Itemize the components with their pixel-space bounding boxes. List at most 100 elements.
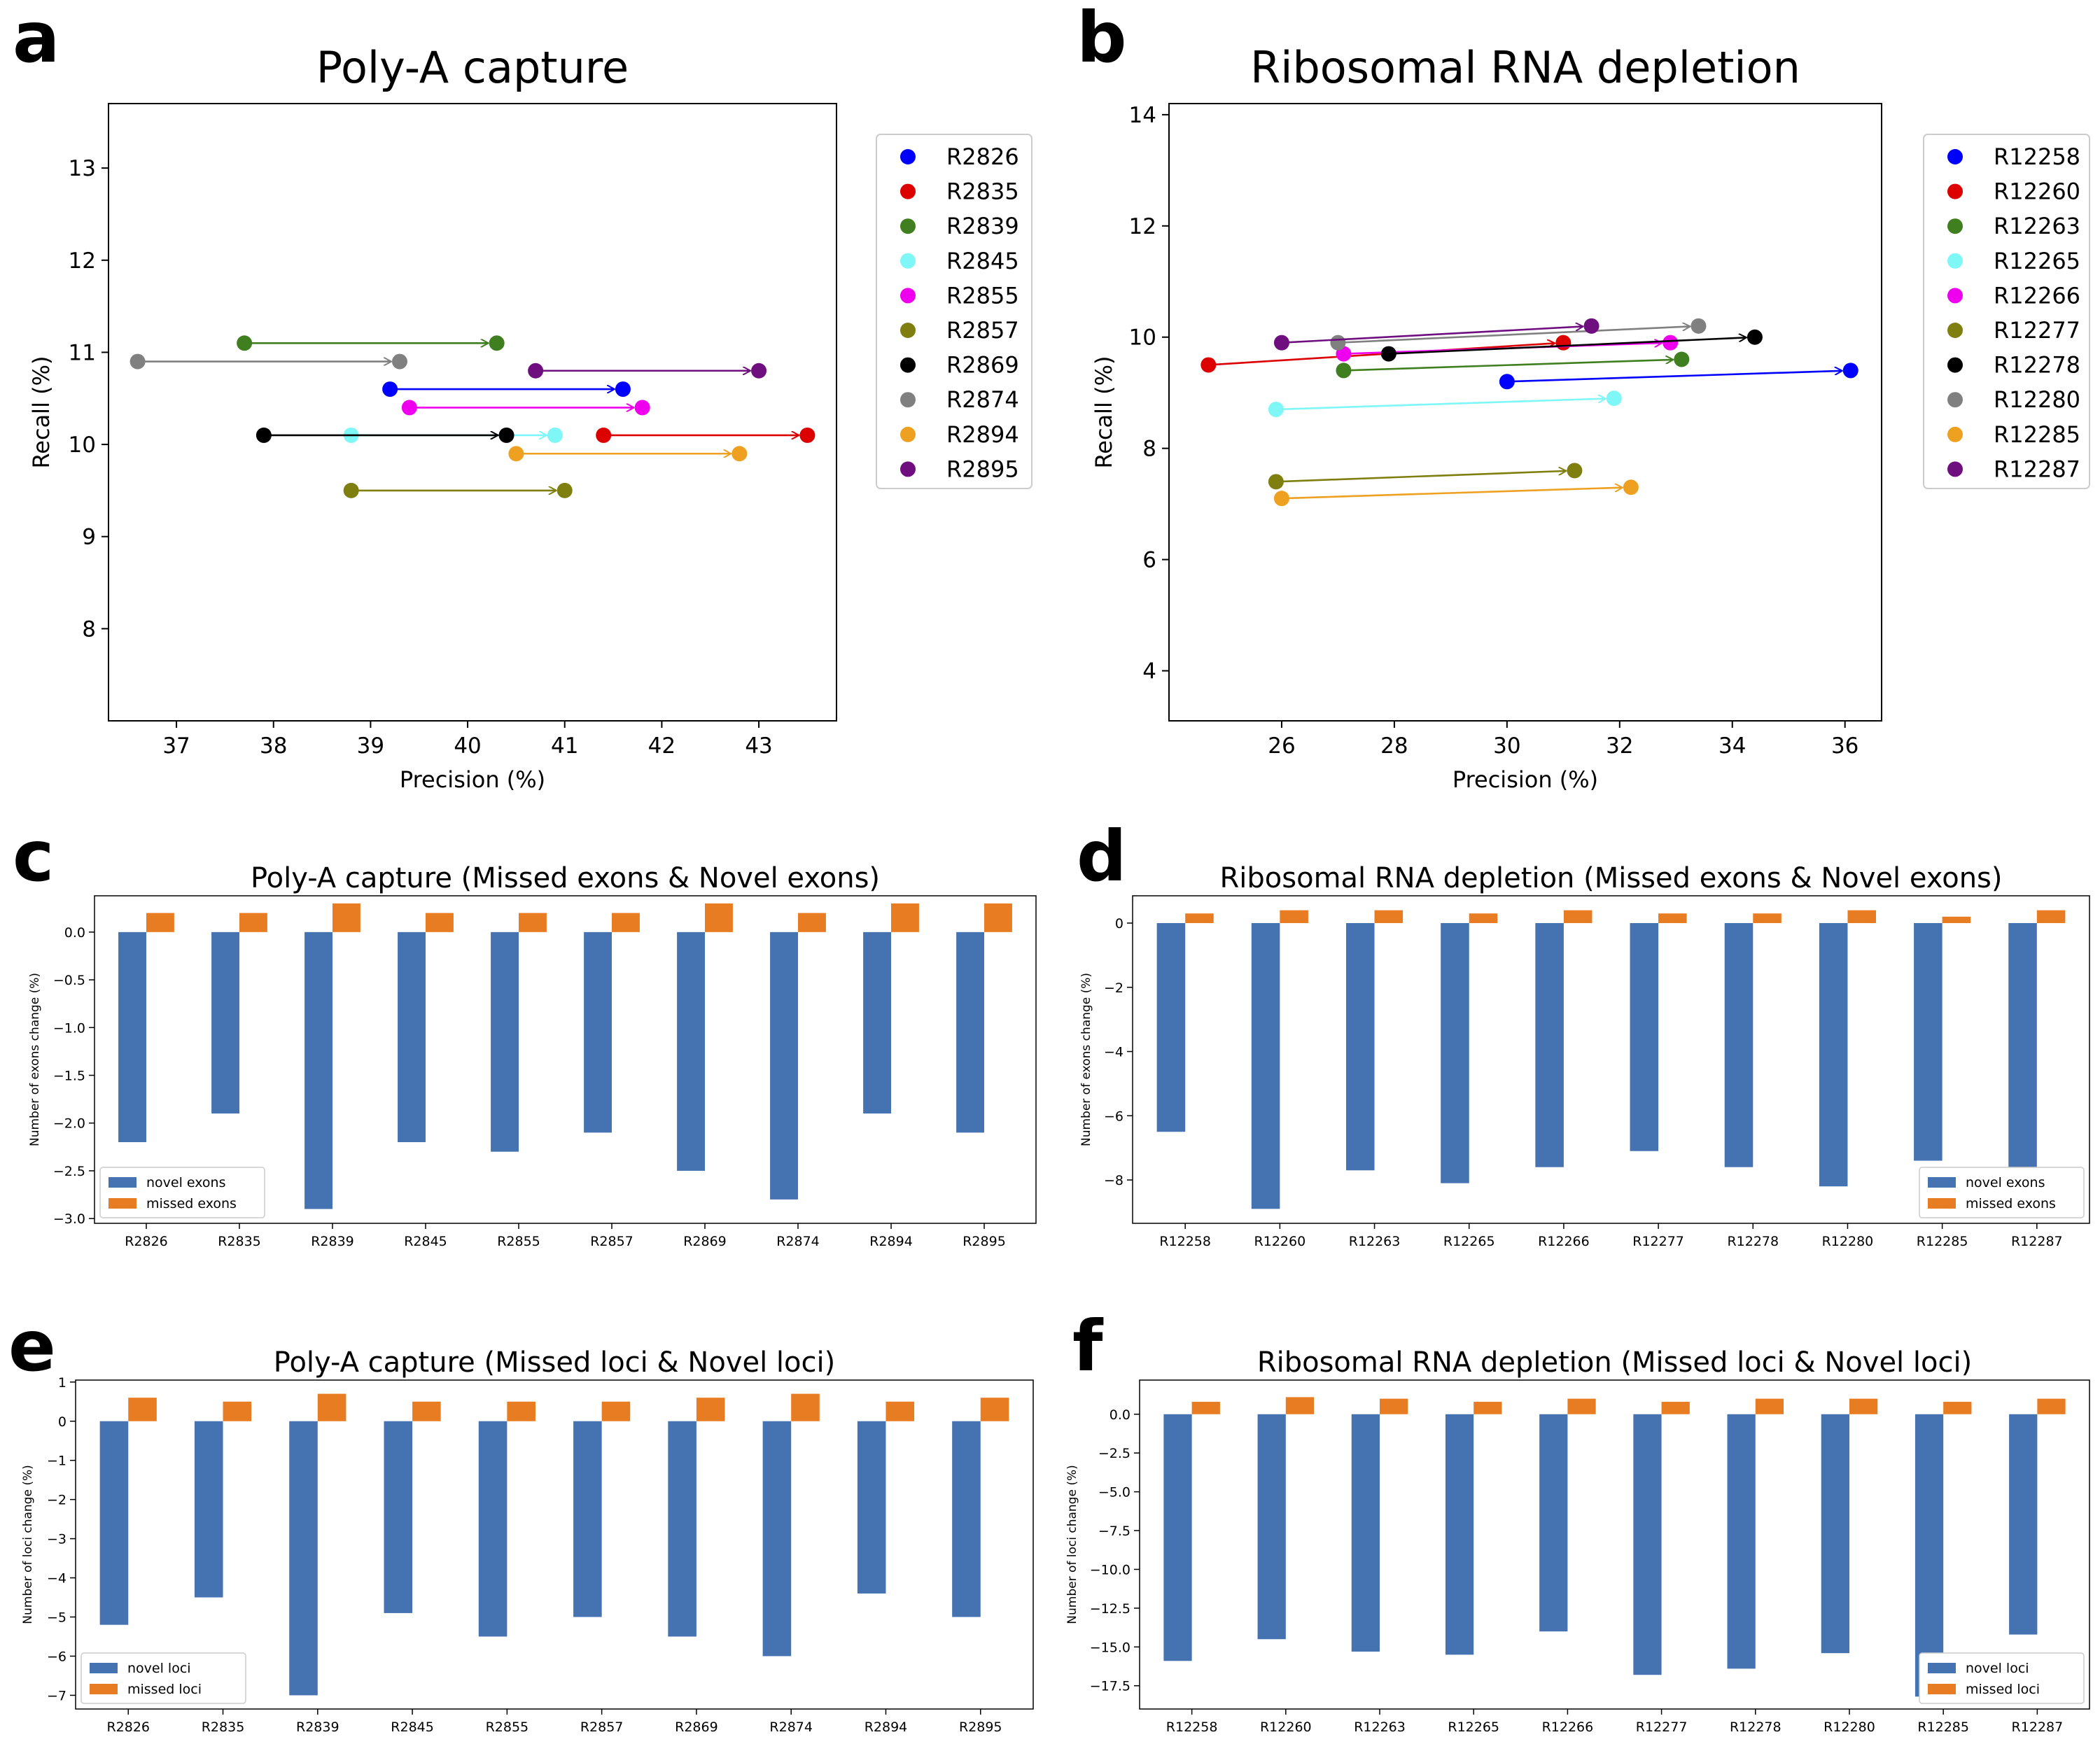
- legend-marker: [900, 183, 916, 199]
- point-end-R12260: [1555, 335, 1572, 351]
- point-start-R2826: [382, 381, 398, 398]
- y-tick-label: −3: [47, 1532, 66, 1547]
- bar-novel-exons-R12258: [1156, 923, 1186, 1132]
- bar-missed-loci-R2869: [696, 1398, 725, 1421]
- x-tick-label: 34: [1718, 733, 1746, 759]
- bar-novel-exons-R12280: [1819, 923, 1848, 1187]
- y-tick-label: −4: [1104, 1045, 1124, 1060]
- bar-missed-exons-R2845: [425, 913, 454, 932]
- bar-missed-loci-R2894: [886, 1401, 915, 1421]
- point-end-R12285: [1623, 479, 1639, 495]
- bar-novel-exons-R2826: [118, 931, 146, 1143]
- bar-novel-loci-R2839: [289, 1421, 318, 1696]
- legend-marker: [900, 461, 916, 477]
- y-axis-label: Number of exons change (%): [1079, 973, 1093, 1146]
- bar-missed-exons-R2835: [239, 913, 267, 932]
- x-tick-label: R12285: [1917, 1234, 1968, 1249]
- legend-label: R12258: [1994, 143, 2080, 170]
- bar-novel-loci-R12287: [2009, 1414, 2038, 1635]
- bar-novel-exons-R12278: [1724, 923, 1754, 1167]
- x-tick-label: R12287: [2011, 1234, 2063, 1249]
- point-end-R2895: [751, 363, 767, 379]
- plot-frame: [1139, 1379, 2090, 1710]
- bar-novel-exons-R2845: [398, 931, 426, 1143]
- x-tick-label: R12260: [1260, 1720, 1312, 1735]
- y-tick-label: 12: [1129, 214, 1156, 239]
- bar-missed-exons-R12260: [1280, 910, 1308, 923]
- x-tick-label: R2855: [486, 1720, 529, 1735]
- x-tick-label: 37: [162, 733, 190, 759]
- y-axis-label: Recall (%): [1091, 356, 1117, 468]
- legend-label: novel loci: [1966, 1661, 2029, 1676]
- y-tick-label: −4: [47, 1571, 66, 1587]
- legend-label: missed exons: [146, 1196, 237, 1211]
- y-tick-label: 12: [69, 248, 96, 274]
- x-tick-label: R2894: [869, 1234, 913, 1249]
- y-tick-label: −7: [47, 1688, 66, 1703]
- point-end-R12277: [1567, 463, 1583, 479]
- x-tick-label: 39: [357, 733, 384, 759]
- arrow-R12258: [1506, 371, 1842, 383]
- x-tick-label: 36: [1831, 733, 1858, 759]
- bar-missed-exons-R12287: [2036, 910, 2066, 923]
- x-tick-label: R12278: [1727, 1234, 1779, 1249]
- bar-chart-ribosomal-loci: Ribosomal RNA depletion (Missed loci & N…: [1065, 1346, 2090, 1735]
- point-start-R2895: [528, 363, 544, 379]
- x-tick-label: R2826: [106, 1720, 150, 1735]
- arrow-R12280: [1338, 326, 1690, 344]
- legend-label: R2874: [946, 386, 1019, 413]
- bar-novel-exons-R2839: [304, 931, 332, 1209]
- bar-novel-loci-R12277: [1633, 1414, 1662, 1675]
- legend-marker: [1947, 323, 1963, 338]
- bar-missed-loci-R2895: [980, 1398, 1009, 1421]
- legend-box: [99, 1167, 265, 1218]
- bar-novel-exons-R2874: [770, 931, 799, 1200]
- bar-novel-exons-R12277: [1630, 923, 1659, 1151]
- point-end-R12287: [1583, 318, 1600, 334]
- point-end-R2857: [556, 482, 573, 498]
- panel-letter-a: a: [13, 0, 59, 78]
- point-end-R2835: [799, 427, 816, 443]
- legend-marker: [900, 218, 916, 234]
- x-tick-label: R12265: [1443, 1234, 1495, 1249]
- bar-missed-exons-R2839: [332, 903, 360, 932]
- bar-novel-loci-R2895: [952, 1421, 981, 1617]
- y-tick-label: 0.0: [64, 925, 85, 941]
- y-tick-label: 0: [1115, 916, 1124, 931]
- y-tick-label: 13: [69, 156, 96, 181]
- chart-title: Poly-A capture (Missed exons & Novel exo…: [251, 862, 880, 894]
- legend-marker: [1947, 461, 1963, 477]
- point-end-R12265: [1606, 391, 1622, 407]
- legend-marker: [900, 392, 916, 408]
- bar-novel-exons-R2869: [677, 931, 706, 1171]
- legend-label: R12278: [1994, 352, 2080, 379]
- y-tick-label: 6: [1142, 548, 1156, 573]
- bar-missed-loci-R2855: [507, 1401, 536, 1421]
- x-tick-label: R12266: [1542, 1720, 1594, 1735]
- bar-missed-loci-R12265: [1474, 1402, 1502, 1414]
- chart-title: Ribosomal RNA depletion (Missed exons & …: [1219, 862, 2002, 894]
- chart-title: Poly-A capture (Missed loci & Novel loci…: [274, 1346, 835, 1379]
- bar-novel-exons-R2835: [211, 931, 239, 1114]
- plot-frame: [94, 895, 1037, 1224]
- y-tick-label: −0.5: [53, 973, 85, 988]
- bar-novel-exons-R12260: [1251, 923, 1280, 1209]
- point-end-R12266: [1662, 335, 1679, 351]
- bar-novel-loci-R12258: [1163, 1414, 1192, 1661]
- legend-marker: [1947, 149, 1963, 164]
- legend-label: R12265: [1994, 248, 2080, 274]
- legend-label: novel exons: [1966, 1175, 2045, 1190]
- point-start-R12285: [1273, 491, 1289, 507]
- point-start-R12258: [1499, 374, 1515, 390]
- y-tick-label: 8: [1142, 437, 1156, 462]
- y-tick-label: −8: [1104, 1173, 1124, 1188]
- bar-missed-loci-R2874: [791, 1393, 820, 1421]
- bar-missed-exons-R12258: [1185, 913, 1214, 923]
- y-tick-label: 10: [1129, 325, 1156, 351]
- x-tick-label: R2857: [590, 1234, 634, 1249]
- y-tick-label: −17.5: [1090, 1679, 1130, 1694]
- bar-novel-loci-R12280: [1821, 1414, 1849, 1654]
- point-end-R12278: [1746, 329, 1763, 345]
- y-tick-label: −5: [47, 1610, 66, 1626]
- legend-swatch: [108, 1198, 136, 1209]
